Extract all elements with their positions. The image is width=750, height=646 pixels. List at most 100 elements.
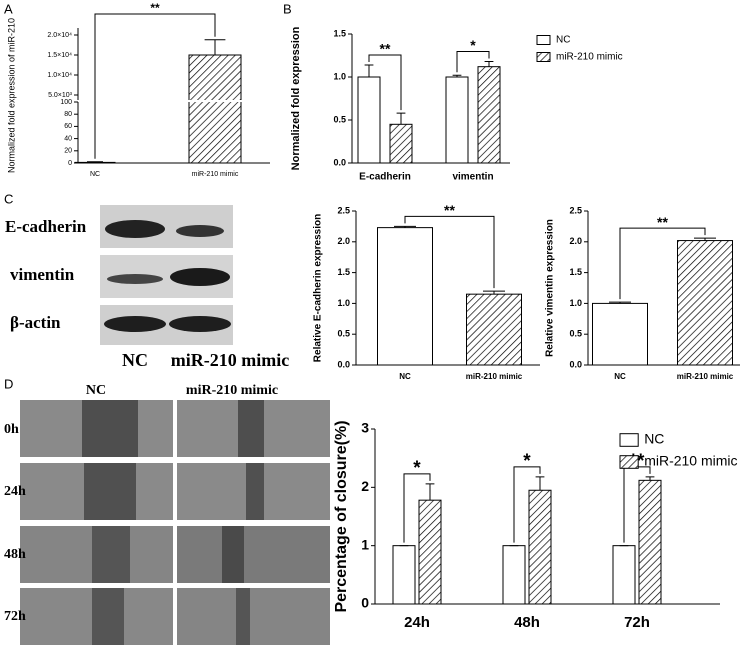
blot-images <box>100 205 233 345</box>
error-bar <box>396 112 406 125</box>
y-tick-label: 0.5 <box>333 114 346 124</box>
significance-bracket <box>403 473 431 543</box>
y-tick-label: 1.5 <box>333 28 346 38</box>
y-axis-label: Normalized fold expression <box>290 26 302 170</box>
bar <box>477 66 501 164</box>
significance-label: ** <box>657 214 668 230</box>
significance-bracket <box>94 13 216 159</box>
y-axis-label: Relative vimentin expression <box>545 219 556 357</box>
error-bar <box>394 225 416 228</box>
y-tick-label: 2.5 <box>569 205 582 215</box>
wound-column-label: miR-210 mimic <box>186 383 278 398</box>
error-bar <box>484 61 494 67</box>
y-tick-label: 0.5 <box>337 329 350 339</box>
significance-label: * <box>523 451 531 472</box>
significance-label: * <box>413 458 421 479</box>
bar <box>357 76 381 164</box>
bar <box>418 499 442 605</box>
bar <box>377 227 433 366</box>
panel-label: C <box>4 191 13 206</box>
bar <box>528 489 552 605</box>
bar <box>638 479 662 605</box>
error-bar <box>483 290 505 295</box>
panel-label: A <box>4 1 13 16</box>
blot-column-label: miR-210 mimic <box>171 350 289 370</box>
y-tick-label: 3 <box>361 420 369 436</box>
significance-label: ** <box>444 202 455 218</box>
x-tick-label: vimentin <box>452 172 493 183</box>
y-tick-label: 5.0×10³ <box>48 92 73 99</box>
y-tick-label: 2.0×10⁴ <box>47 32 72 39</box>
significance-bracket <box>368 54 402 111</box>
y-tick-label: 0.0 <box>569 359 582 369</box>
wound-row-label: 0h <box>4 422 19 437</box>
y-tick-label: 0 <box>68 160 72 167</box>
significance-bracket <box>619 227 706 300</box>
y-tick-label: 1 <box>361 536 369 552</box>
y-tick-label: 0.5 <box>569 329 582 339</box>
x-tick-label: E-cadherin <box>359 172 411 183</box>
blot-column-label: NC <box>122 350 148 370</box>
y-tick-label: 1.0 <box>569 298 582 308</box>
legend-label: NC <box>644 431 664 447</box>
significance-label: * <box>470 37 476 53</box>
x-tick-label: NC <box>614 372 626 381</box>
error-bar <box>425 483 435 501</box>
y-tick-label: 60 <box>64 123 72 130</box>
error-bar <box>609 301 631 304</box>
y-axis-label: Percentage of closure(%) <box>333 420 350 612</box>
blot-row-label: E-cadherin <box>5 217 87 236</box>
panel-label: B <box>283 1 292 16</box>
legend-label: miR-210 mimic <box>556 52 623 63</box>
y-tick-label: 0 <box>361 595 369 611</box>
significance-label: ** <box>380 41 391 57</box>
bar <box>612 545 636 605</box>
wound-row-label: 48h <box>4 547 26 562</box>
y-tick-label: 1.0×10⁴ <box>47 72 72 79</box>
y-tick-label: 2 <box>361 478 369 494</box>
error-bar <box>694 237 716 241</box>
y-tick-label: 20 <box>64 148 72 155</box>
y-tick-label: 1.5×10⁴ <box>47 52 72 59</box>
error-bar <box>87 161 103 163</box>
error-bar <box>645 476 655 481</box>
error-bar <box>535 476 545 491</box>
wound-column-label: NC <box>86 383 106 398</box>
x-tick-label: miR-210 mimic <box>192 171 239 178</box>
y-tick-label: 2.0 <box>569 236 582 246</box>
y-tick-label: 80 <box>64 111 72 118</box>
bar <box>677 240 733 366</box>
x-tick-label: NC <box>90 171 100 178</box>
y-axis-label: Relative E-cadherin expression <box>313 214 324 362</box>
bar <box>389 123 413 164</box>
legend-label: miR-210 mimic <box>644 453 737 469</box>
y-tick-label: 1.0 <box>337 298 350 308</box>
bar <box>445 76 469 164</box>
blot-row-label: vimentin <box>10 265 75 284</box>
bar <box>74 161 116 164</box>
bar <box>502 545 526 605</box>
x-tick-label: miR-210 mimic <box>466 372 523 381</box>
wound-row-label: 24h <box>4 484 26 499</box>
y-tick-label: 100 <box>60 99 72 106</box>
wound-row-label: 72h <box>4 609 26 624</box>
bar <box>188 54 242 164</box>
blot-row-label: β-actin <box>10 313 61 332</box>
wound-images <box>20 400 330 645</box>
y-tick-label: 2.5 <box>337 205 350 215</box>
legend-swatch <box>536 35 551 45</box>
significance-bracket <box>404 215 495 289</box>
significance-bracket <box>513 466 541 543</box>
y-tick-label: 1.5 <box>337 267 350 277</box>
x-tick-label: miR-210 mimic <box>677 372 734 381</box>
y-tick-label: 40 <box>64 135 72 142</box>
legend-swatch <box>536 52 551 62</box>
x-tick-label: NC <box>399 372 411 381</box>
error-bar <box>364 64 374 77</box>
bar <box>392 545 416 605</box>
bar <box>466 293 522 366</box>
x-tick-label: 48h <box>514 614 540 631</box>
bar <box>592 302 648 366</box>
y-tick-label: 0.0 <box>333 157 346 167</box>
